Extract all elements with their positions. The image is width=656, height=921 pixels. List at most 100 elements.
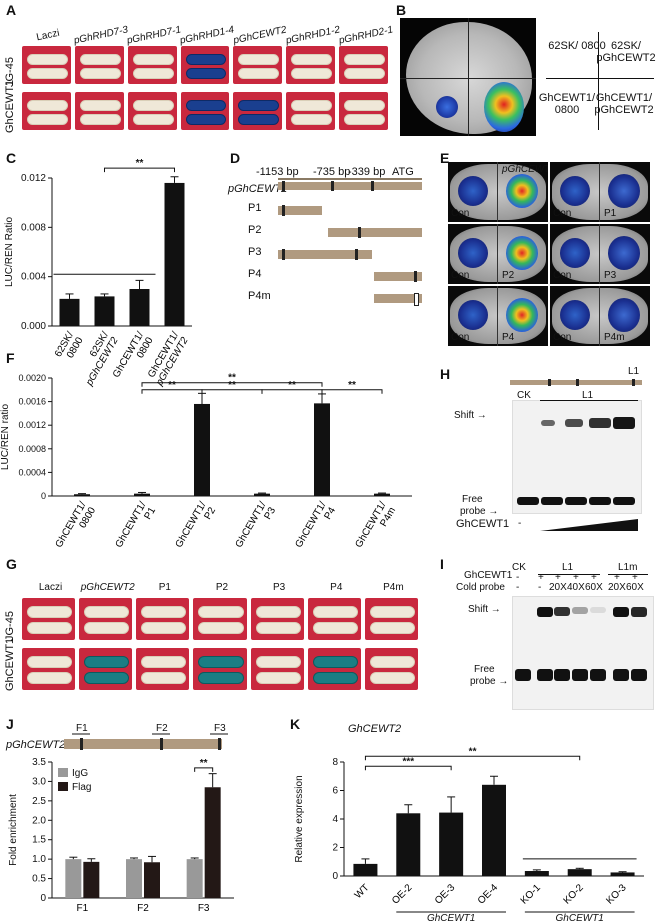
yeast-streak: [79, 114, 121, 126]
promoter-line: [278, 178, 422, 180]
x-tick-label: OE-4: [476, 882, 501, 907]
yeast-streak: [238, 53, 280, 65]
yeast-streak: [238, 114, 280, 126]
shift-band: [613, 607, 629, 617]
free-probe-band: [541, 497, 563, 505]
x-tick-label: KO-2: [562, 882, 587, 907]
legend-label: Flag: [72, 782, 91, 793]
yeast-streak: [291, 99, 333, 111]
ck-label: CK: [512, 562, 526, 573]
panel-i-letter: I: [440, 556, 444, 572]
sig-bracket: [364, 755, 581, 761]
yeast-streak: [238, 99, 280, 111]
column-label: P3: [273, 582, 286, 593]
minus-label: -: [518, 518, 522, 529]
y-tick-label: 0.0020: [18, 373, 46, 383]
gene-label: GhCEWT2: [348, 723, 401, 735]
test-label: P2: [502, 270, 515, 281]
y-tick-label: 8: [332, 757, 338, 768]
yeast-streak: [291, 68, 333, 80]
y-tick-label: 0: [40, 893, 46, 904]
probe-label: probe →: [470, 676, 509, 687]
yeast-streak: [84, 622, 130, 635]
bar: [482, 784, 506, 876]
control-label: Con: [553, 270, 572, 281]
yeast-streak: [84, 606, 130, 619]
site-label: F2: [156, 723, 168, 734]
bar: [524, 871, 549, 876]
panel-b-divider-v: [598, 32, 599, 130]
bar: [204, 787, 221, 898]
fragment-bar: [374, 272, 422, 281]
legend-swatch: [58, 768, 68, 777]
x-tick-label-line: F3: [198, 903, 210, 914]
sig-label: **: [288, 380, 296, 391]
y-tick-label: 6: [332, 786, 338, 797]
free-probe-band: [613, 669, 629, 681]
x-tick-label-line: KO-1: [519, 882, 544, 907]
x-tick-label: WT: [353, 882, 372, 901]
sig-label: **: [168, 380, 176, 391]
y-axis-label: Relative expression: [294, 775, 305, 862]
x-tick-label-line: OE-3: [433, 882, 458, 907]
test-label: P4: [502, 332, 515, 343]
column-label: P1: [158, 582, 171, 593]
panel-f-chart: 0 0.0004 0.0008 0.0012 0.0016 0.0020 LUC/REN r…: [0, 373, 412, 556]
bar: [65, 859, 82, 898]
bar: [164, 182, 185, 326]
shift-band: [541, 420, 555, 426]
luc-signal-control: [458, 300, 488, 330]
luc-signal-control: [458, 176, 488, 206]
yeast-streak: [198, 606, 244, 619]
free-probe-band: [537, 669, 553, 681]
x-tick-label-line: F2: [137, 903, 149, 914]
luc-signal-weak: [436, 96, 458, 118]
fragment-bar: [328, 228, 422, 237]
x-tick-label: GhCEWT1/P4: [294, 500, 339, 556]
yeast-streak: [198, 622, 244, 635]
sig-label: ***: [402, 756, 414, 767]
binding-site: [371, 181, 374, 191]
luc-signal-strong: [484, 82, 524, 132]
column-label: P4m: [383, 582, 404, 593]
panel-b-divider-h: [546, 78, 654, 79]
bar: [194, 403, 210, 496]
x-tick-label-line: GhCEWT1/: [234, 500, 269, 550]
yeast-streak: [312, 672, 358, 685]
sign: +: [614, 572, 620, 583]
binding-site: [282, 205, 285, 216]
x-tick-label-line: GhCEWT1/: [174, 500, 209, 550]
site-label: F1: [76, 723, 88, 734]
binding-site: [355, 249, 358, 260]
column-label: pGhCEWT2: [80, 582, 135, 593]
free-label: Free: [462, 494, 483, 505]
lane-label-ck: CK: [517, 390, 531, 401]
yeast-streak: [255, 672, 301, 685]
x-tick-label: GhCEWT1/P2: [174, 500, 219, 556]
y-tick-label: 0.0008: [18, 444, 46, 454]
leaf-image: Con P2: [448, 224, 548, 284]
binding-site: [160, 738, 163, 750]
fragment-label: P3: [248, 246, 262, 258]
x-tick-label: F3: [198, 903, 210, 914]
bar: [144, 862, 160, 898]
y-tick-label: 2: [332, 843, 338, 854]
group-label-ko: GhCEWT1: [556, 913, 604, 921]
column-label: P4: [330, 582, 343, 593]
y-tick-label: 1.5: [32, 835, 46, 846]
row2-label: Cold probe: [456, 582, 505, 593]
fragment-bar: [374, 294, 422, 303]
promoter-label: pGhCEWT2: [5, 739, 65, 751]
cold-probe-amount: 60X: [626, 582, 644, 593]
x-tick-label-line: P2: [202, 505, 218, 521]
free-probe-band: [590, 669, 606, 681]
fragment-bar: [278, 206, 322, 215]
leaf-image: Con P4: [448, 286, 548, 346]
sig-bracket: [364, 765, 452, 771]
yeast-streak: [344, 53, 385, 65]
x-tick-label: OE-3: [433, 882, 458, 907]
yeast-streak: [312, 656, 358, 669]
x-tick-label-line: KO-3: [604, 882, 629, 907]
binding-site: [80, 738, 83, 750]
fragment-bar: [278, 250, 372, 259]
